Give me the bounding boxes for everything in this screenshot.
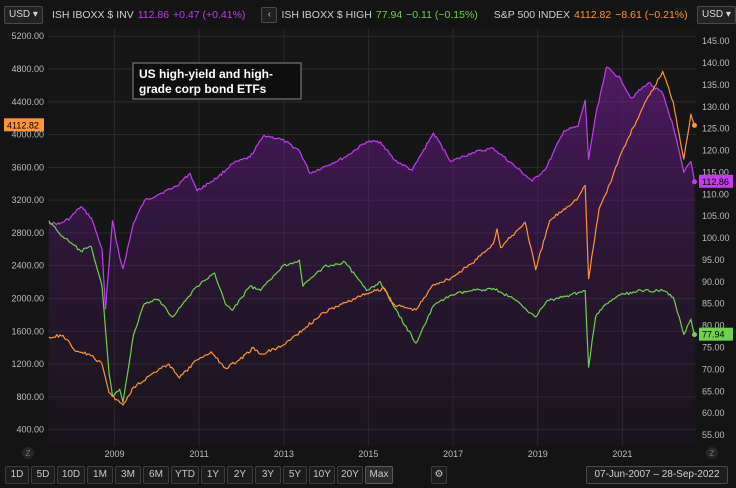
right-tick-label: 105.00: [702, 211, 730, 221]
chart-canvas[interactable]: 5200.00 4800.00 4400.00 4000.00 3600.00 3200.…: [0, 0, 736, 462]
range-button-max[interactable]: Max: [365, 466, 393, 484]
right-tick-label: 115.00: [702, 167, 729, 177]
annotation-box: US high-yield and high- grade corp bond …: [132, 62, 302, 100]
series-fill-inv: [48, 67, 695, 447]
annotation-line-1: US high-yield and high-: [139, 67, 273, 81]
zoom-left-label: Z: [26, 449, 31, 458]
right-last-label-inv: 112.86: [702, 177, 729, 187]
series-line-inv: [48, 66, 696, 310]
x-tick-label: 2011: [189, 449, 208, 459]
range-button-10d[interactable]: 10D: [57, 466, 85, 484]
right-tick-label: 55.00: [702, 430, 725, 440]
x-axis: 2009 2011 2013 2015 2017 2019 2021: [104, 449, 632, 459]
left-tick-label: 2400.00: [11, 261, 44, 271]
last-value-labels: 4112.82 112.86 77.94: [4, 118, 733, 341]
range-button-1d[interactable]: 1D: [5, 466, 29, 484]
left-tick-label: 5200.00: [11, 31, 44, 41]
left-tick-label: 800.00: [16, 392, 44, 402]
legend-name-inv: ISH IBOXX $ INV: [52, 9, 134, 21]
range-button-ytd[interactable]: YTD: [171, 466, 199, 484]
right-axis: 145.00 140.00 135.00 130.00 125.00 120.00 115.…: [702, 36, 730, 440]
legend-change-high: −0.11 (−0.15%): [406, 9, 478, 21]
range-button-5d[interactable]: 5D: [31, 466, 55, 484]
right-tick-label: 135.00: [702, 80, 730, 90]
legend-prev-button[interactable]: ‹: [261, 7, 278, 23]
gear-icon: ⚙: [434, 469, 444, 480]
right-tick-label: 75.00: [702, 343, 725, 353]
legend-change-spx: −8.61 (−0.21%): [615, 9, 688, 21]
top-toolbar: USD ▾ ISH IBOXX $ INV 112.86 +0.47 (+0.4…: [0, 0, 736, 30]
range-button-1m[interactable]: 1M: [87, 466, 113, 484]
left-last-label: 4112.82: [7, 120, 39, 130]
range-button-10y[interactable]: 10Y: [309, 466, 335, 484]
left-tick-label: 4800.00: [11, 64, 44, 74]
right-last-label-inv-bg: [699, 174, 733, 188]
x-tick-label: 2017: [443, 449, 463, 459]
x-tick-label: 2019: [528, 449, 548, 459]
left-tick-label: 4400.00: [11, 97, 44, 107]
left-tick-label: 1600.00: [11, 326, 44, 336]
series-lines: [48, 66, 697, 406]
bottom-toolbar: 1D 5D 10D 1M 3M 6M YTD 1Y 2Y 3Y 5Y 10Y 20Y Max ⚙ 07-J…: [0, 462, 736, 488]
x-tick-label: 2009: [104, 449, 124, 459]
left-tick-label: 4000.00: [11, 130, 44, 140]
left-tick-label: 2000.00: [11, 293, 44, 303]
legend-last-spx: 4112.82: [574, 9, 612, 21]
range-button-5y[interactable]: 5Y: [283, 466, 307, 484]
legend: ISH IBOXX $ INV 112.86 +0.47 (+0.41%) ‹ …: [52, 6, 688, 24]
left-axis: 5200.00 4800.00 4400.00 4000.00 3600.00 3200.…: [11, 31, 44, 434]
right-tick-label: 145.00: [702, 36, 730, 46]
zoom-markers: Z Z: [22, 447, 718, 459]
legend-name-spx: S&P 500 INDEX: [493, 9, 571, 21]
settings-button[interactable]: ⚙: [431, 466, 447, 484]
series-line-spx: [48, 70, 696, 406]
left-last-label-bg: [4, 118, 44, 132]
range-button-1y[interactable]: 1Y: [201, 466, 225, 484]
range-button-20y[interactable]: 20Y: [337, 466, 363, 484]
right-tick-label: 120.00: [702, 146, 730, 156]
right-tick-label: 125.00: [702, 124, 730, 134]
right-currency-label: USD: [702, 9, 724, 20]
right-last-label-high: 77.94: [702, 330, 725, 340]
left-tick-label: 3600.00: [11, 162, 44, 172]
right-tick-label: 80.00: [702, 321, 725, 331]
right-tick-label: 100.00: [702, 233, 730, 243]
right-tick-label: 85.00: [702, 299, 725, 309]
x-tick-label: 2015: [358, 449, 378, 459]
x-tick-label: 2013: [274, 449, 294, 459]
right-tick-label: 95.00: [702, 255, 725, 265]
legend-change-inv: +0.47 (+0.41%): [173, 9, 246, 21]
left-tick-label: 3200.00: [11, 195, 44, 205]
series-line-high: [48, 220, 696, 403]
legend-last-inv: 112.86: [137, 9, 170, 21]
series-fills: [48, 67, 695, 447]
right-currency-button[interactable]: USD ▾: [697, 6, 736, 24]
range-button-3y[interactable]: 3Y: [255, 466, 281, 484]
left-tick-label: 400.00: [16, 425, 44, 435]
left-tick-label: 2800.00: [11, 228, 44, 238]
right-tick-label: 70.00: [702, 364, 725, 374]
right-last-label-high-bg: [699, 327, 733, 341]
legend-name-high: ISH IBOXX $ HIGH: [281, 9, 372, 21]
zoom-right-label: Z: [710, 449, 715, 458]
right-tick-label: 140.00: [702, 58, 730, 68]
series-last-point: [691, 179, 697, 185]
range-button-6m[interactable]: 6M: [143, 466, 169, 484]
annotation-line-2: grade corp bond ETFs: [139, 82, 267, 96]
right-tick-label: 130.00: [702, 102, 730, 112]
left-currency-label: USD: [9, 9, 31, 20]
x-tick-label: 2021: [612, 449, 632, 459]
right-tick-label: 110.00: [702, 189, 729, 199]
range-button-3m[interactable]: 3M: [115, 466, 141, 484]
left-tick-label: 1200.00: [11, 359, 44, 369]
right-tick-label: 90.00: [702, 277, 725, 287]
date-range-display[interactable]: 07-Jun-2007 – 28-Sep-2022: [586, 466, 728, 484]
right-tick-label: 65.00: [702, 386, 725, 396]
right-tick-label: 60.00: [702, 408, 725, 418]
range-button-2y[interactable]: 2Y: [227, 466, 253, 484]
left-currency-button[interactable]: USD ▾: [4, 6, 43, 24]
legend-last-high: 77.94: [375, 9, 403, 21]
series-last-point: [691, 332, 697, 338]
series-last-point: [691, 122, 697, 128]
